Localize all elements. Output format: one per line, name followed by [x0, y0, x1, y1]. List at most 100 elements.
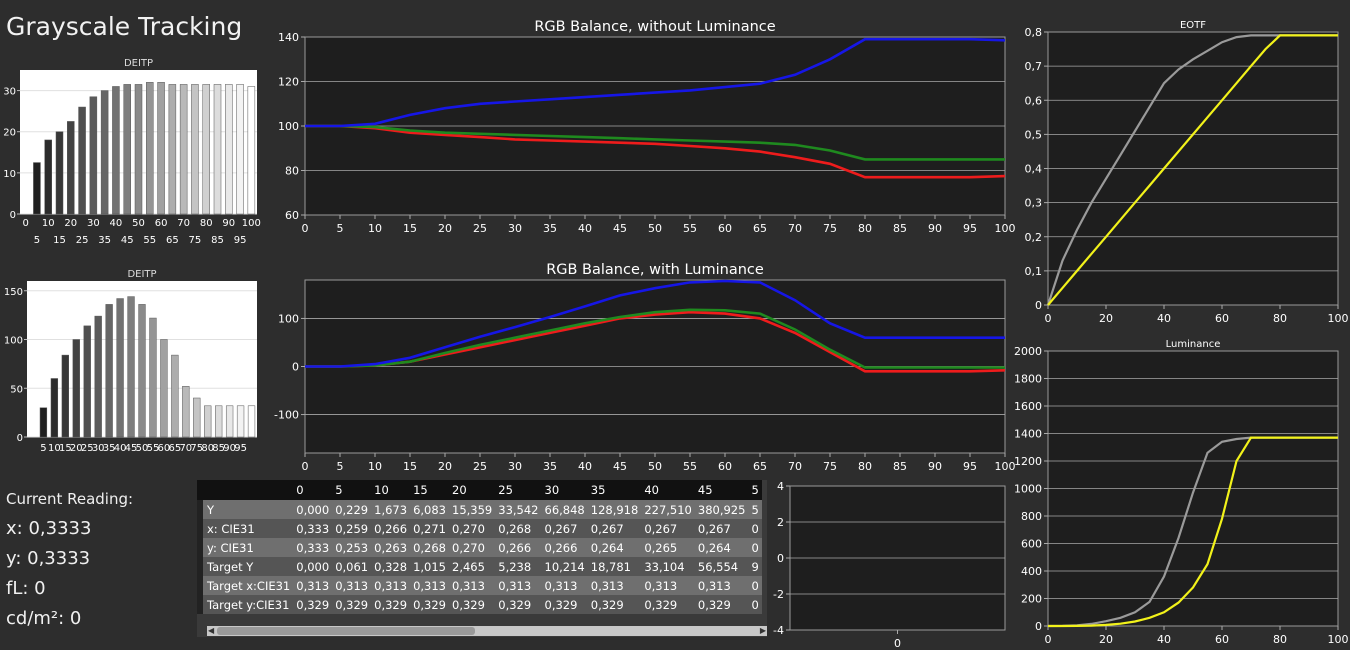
x-tick-label: 75	[190, 443, 203, 454]
column-header[interactable]: 35	[587, 480, 642, 500]
x-tick-label: 5	[337, 222, 344, 235]
table-cell: 0,313	[541, 576, 588, 595]
x-tick-label: 35	[98, 235, 111, 246]
y-tick-label: 150	[4, 287, 23, 298]
rgb-balance-without-luminance-chart: RGB Balance, without Luminance6080100120…	[278, 19, 1016, 235]
horizontal-scrollbar[interactable]: ◀ ▶	[207, 626, 767, 636]
table-row[interactable]: y: CIE31 0,333 0,253 0,263 0,268 0,270 0,266 0,…	[197, 538, 762, 557]
column-header[interactable]: 45	[694, 480, 749, 500]
table-cell: 5,238	[495, 557, 542, 576]
x-tick-label: 20	[64, 218, 77, 229]
y-tick-label: 1400	[1014, 428, 1042, 441]
x-tick-label: 80	[1273, 633, 1287, 646]
row-label: x: CIE31	[203, 519, 294, 538]
scroll-left-icon[interactable]: ◀	[208, 626, 215, 635]
chart-title: DEITP	[127, 269, 156, 280]
bar	[247, 405, 256, 438]
x-tick-label: 80	[200, 218, 213, 229]
y-tick-label: 0,5	[1025, 128, 1043, 141]
scrollbar-thumb[interactable]	[217, 627, 475, 635]
x-tick-label: 35	[543, 222, 557, 235]
rgb-balance-with-luminance-chart: RGB Balance, with Luminance -100 0 100 0 5 10 1…	[274, 262, 1015, 473]
y-tick-label: 0	[17, 433, 23, 444]
x-tick-label: 90	[223, 443, 236, 454]
table-row[interactable]: Y 0,000 0,229 1,673 6,083 15,359 33,542 66,848 1…	[197, 500, 762, 519]
x-tick-label: 65	[753, 222, 767, 235]
x-tick-label: 10	[368, 222, 382, 235]
column-header[interactable]: 5	[748, 480, 762, 500]
bar	[160, 339, 168, 438]
current-reading-panel: Current Reading: x: 0,3333 y: 0,3333 fL:…	[6, 490, 133, 638]
table-cell: 66,848	[541, 500, 588, 519]
x-tick-label: 80	[201, 443, 214, 454]
row-selector[interactable]	[197, 557, 203, 576]
column-header[interactable]: 0	[293, 480, 333, 500]
y-tick-label: 1200	[1014, 455, 1042, 468]
column-header[interactable]: 30	[541, 480, 588, 500]
row-selector[interactable]	[197, 538, 203, 557]
row-selector[interactable]	[197, 519, 203, 538]
bar	[138, 304, 146, 438]
table-row[interactable]: Target Y 0,000 0,061 0,328 1,015 2,465 5,238 10…	[197, 557, 762, 576]
row-label: Target Y	[203, 557, 294, 576]
table-row[interactable]: Target y:CIE31 0,329 0,329 0,329 0,329 0,329 0…	[197, 595, 762, 614]
table-cell: 0	[748, 538, 762, 557]
table-cell: 380,925	[694, 500, 749, 519]
x-tick-label: 65	[753, 460, 767, 473]
x-tick-label: 25	[473, 460, 487, 473]
table-cell: 0,267	[694, 519, 749, 538]
table-cell: 1,015	[410, 557, 449, 576]
x-tick-label: 65	[168, 443, 181, 454]
x-tick-label: 40	[114, 443, 127, 454]
table-cell: 0,329	[641, 595, 695, 614]
row-selector[interactable]	[197, 595, 203, 614]
table-cell: 0,229	[332, 500, 372, 519]
table-cell: 5	[748, 500, 762, 519]
x-tick-label: 0	[302, 222, 309, 235]
table-corner	[197, 480, 203, 500]
table-cell: 9	[748, 557, 762, 576]
bar	[149, 317, 157, 438]
y-tick-label: 140	[278, 31, 299, 44]
y-tick-label: 0	[777, 552, 784, 565]
column-header[interactable]: 15	[410, 480, 449, 500]
y-tick-label: 60	[285, 209, 299, 222]
bar	[191, 84, 199, 215]
column-header[interactable]: 20	[449, 480, 496, 500]
column-header[interactable]: 10	[371, 480, 411, 500]
x-tick-label: 50	[648, 460, 662, 473]
x-tick-label: 30	[92, 443, 105, 454]
bar	[146, 82, 154, 215]
table-row[interactable]: x: CIE31 0,333 0,259 0,266 0,271 0,270 0,268 0,…	[197, 519, 762, 538]
scroll-right-icon[interactable]: ▶	[759, 626, 766, 635]
x-tick-label: 60	[158, 443, 171, 454]
x-tick-label: 45	[613, 460, 627, 473]
table-cell: 56,554	[694, 557, 749, 576]
table-cell: 0	[748, 519, 762, 538]
table-cell: 33,104	[641, 557, 695, 576]
table-cell: 33,542	[495, 500, 542, 519]
y-tick-label: 30	[3, 87, 16, 98]
measurement-data-grid[interactable]: 0 5 10 15 20 25 30 35 40 45 5 Y 0,000 0,229 1,673 6,08…	[197, 480, 767, 637]
table-cell: 0,263	[371, 538, 411, 557]
x-tick-label: 20	[70, 443, 83, 454]
x-tick-label: 15	[53, 235, 66, 246]
row-selector[interactable]	[197, 500, 203, 519]
bar	[116, 298, 124, 438]
row-label: Y	[203, 500, 294, 519]
x-tick-label: 45	[125, 443, 138, 454]
column-header[interactable]: 40	[641, 480, 695, 500]
current-reading-header: Current Reading:	[6, 490, 134, 508]
x-tick-label: 70	[179, 443, 192, 454]
series-line-yellow	[1047, 34, 1338, 306]
column-header[interactable]: 25	[495, 480, 542, 500]
x-tick-label: 95	[963, 222, 977, 235]
table-cell: 0,329	[694, 595, 749, 614]
table-cell: 0,270	[449, 538, 496, 557]
bar	[168, 84, 177, 215]
column-header[interactable]: 5	[332, 480, 372, 500]
deitp-chart-top: DEITP 0 10 20 30 0 10 20 30 40 50 60 70 80 90 100 5 15 25 3…	[3, 58, 261, 246]
table-cell: 0,313	[587, 576, 642, 595]
table-row[interactable]: Target x:CIE31 0,313 0,313 0,313 0,313 0,313 0…	[197, 576, 762, 595]
row-selector[interactable]	[197, 576, 203, 595]
